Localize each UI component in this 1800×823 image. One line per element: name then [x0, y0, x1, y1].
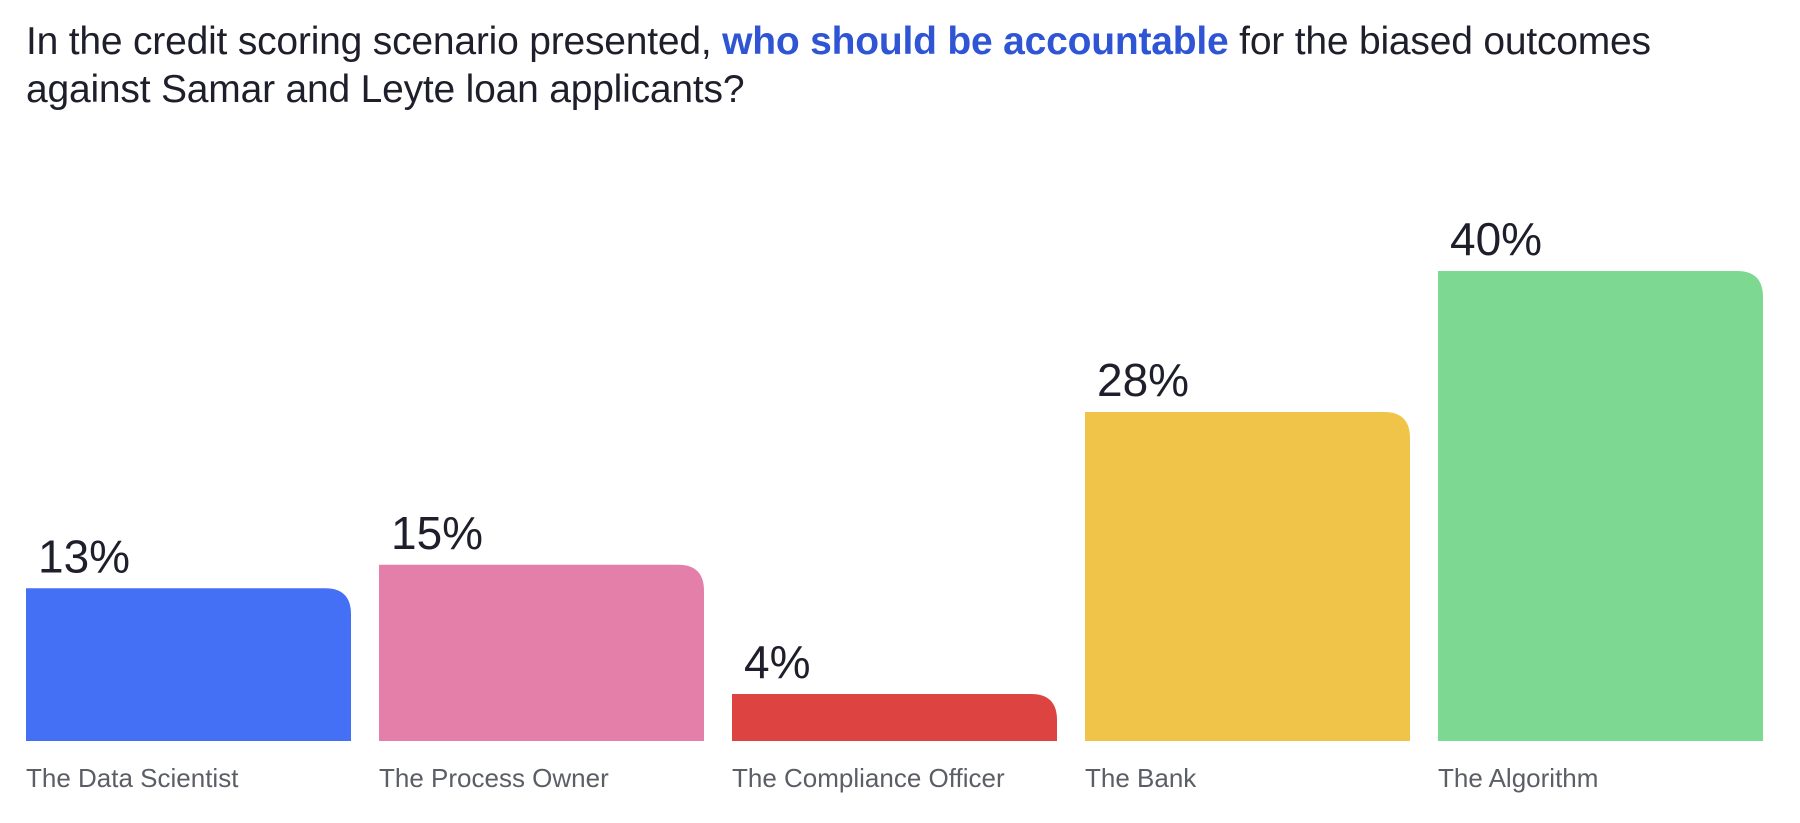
question-highlight: who should be accountable — [722, 20, 1229, 63]
bar-the-bank — [1085, 412, 1410, 741]
bar-the-data-scientist — [26, 588, 351, 741]
value-label-the-compliance-officer: 4% — [744, 636, 810, 688]
value-label-the-process-owner: 15% — [391, 507, 483, 559]
value-label-the-data-scientist: 13% — [38, 530, 130, 582]
category-label-the-process-owner: The Process Owner — [379, 763, 609, 793]
bar-the-compliance-officer — [732, 694, 1057, 741]
value-label-the-bank: 28% — [1097, 354, 1189, 406]
question-prefix: In the credit scoring scenario presented… — [26, 20, 723, 63]
bar-the-process-owner — [379, 564, 704, 741]
question-title: In the credit scoring scenario presented… — [26, 18, 1726, 114]
category-label-the-data-scientist: The Data Scientist — [26, 763, 239, 793]
category-label-the-algorithm: The Algorithm — [1438, 763, 1598, 793]
category-label-the-compliance-officer: The Compliance Officer — [732, 763, 1005, 793]
bar-the-algorithm — [1438, 271, 1763, 741]
value-label-the-algorithm: 40% — [1450, 213, 1542, 265]
question-suffix: for the biased outcomes against Samar an… — [26, 20, 1651, 111]
category-label-the-bank: The Bank — [1085, 763, 1197, 793]
